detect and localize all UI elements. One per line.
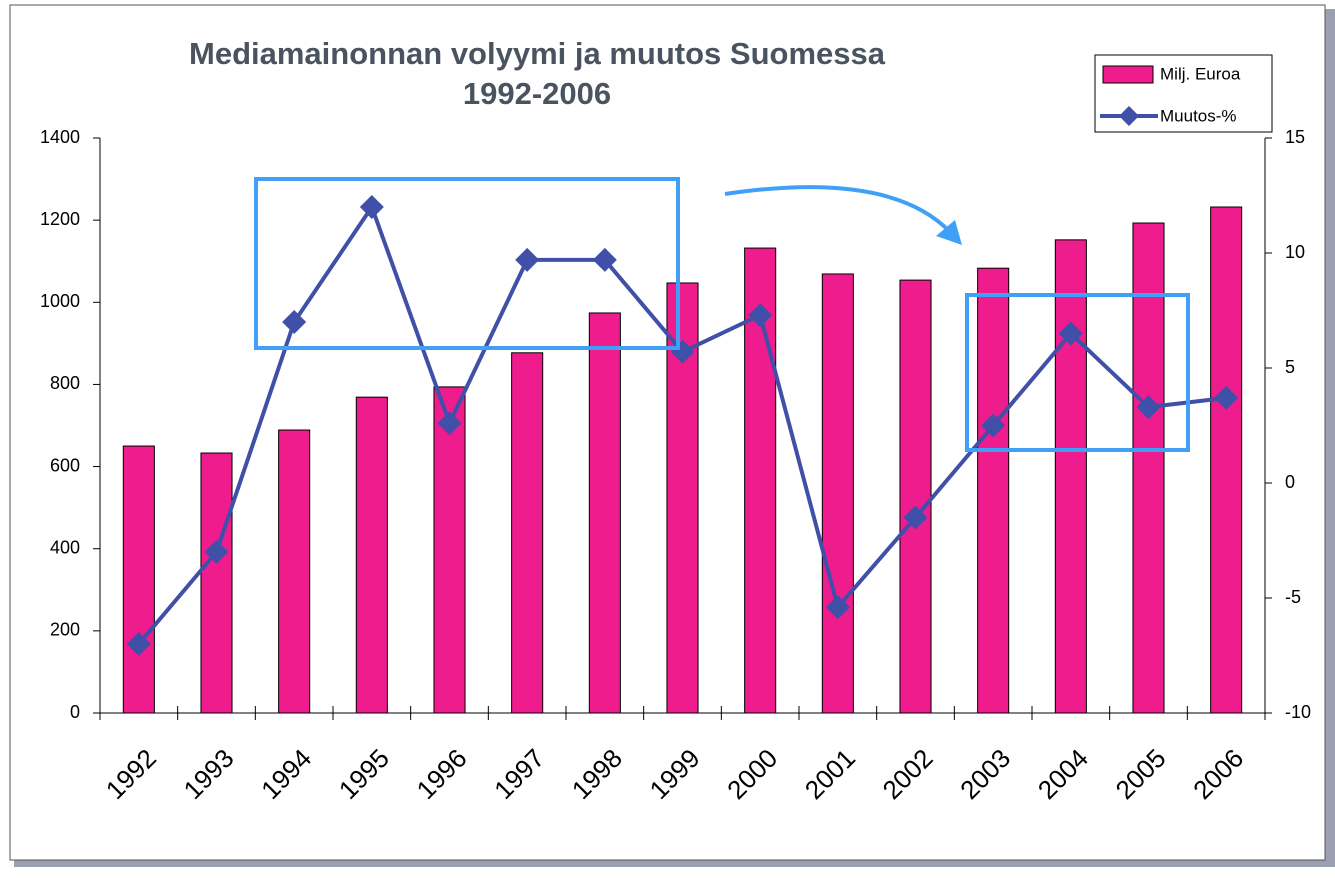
marker (981, 413, 1006, 438)
arrow-head (936, 220, 962, 245)
chart-title: Mediamainonnan volyymi ja muutos Suomess… (189, 36, 886, 71)
marker (437, 411, 462, 436)
legend-label: Muutos-% (1160, 106, 1237, 125)
marker (359, 195, 384, 219)
y2-tick-label: -5 (1285, 587, 1301, 607)
legend-swatch (1102, 65, 1154, 84)
marker (1214, 385, 1239, 410)
bar (744, 247, 777, 714)
marker (204, 540, 229, 564)
legend-swatch (1119, 106, 1139, 126)
marker (1136, 395, 1161, 420)
arrow (724, 185, 952, 234)
bar (511, 352, 544, 714)
bar (1132, 222, 1165, 714)
bar (1210, 206, 1243, 714)
y-tick-label: 400 (50, 537, 80, 557)
chart-subtitle: 1992-2006 (463, 76, 611, 111)
bar (200, 452, 233, 714)
bar (821, 273, 854, 714)
bar (588, 312, 621, 714)
y2-tick-label: 0 (1285, 472, 1295, 492)
y-tick-label: 800 (50, 373, 80, 393)
y-tick-label: 600 (50, 455, 80, 475)
marker (282, 310, 307, 334)
y2-tick-label: 5 (1285, 357, 1295, 377)
y2-tick-label: -10 (1285, 702, 1311, 722)
bar (122, 445, 155, 714)
bar (1054, 239, 1087, 714)
highlight-box (965, 293, 1190, 452)
marker (126, 632, 151, 656)
y-tick-label: 200 (50, 620, 80, 640)
y2-tick-label: 10 (1285, 242, 1305, 262)
marker (748, 303, 773, 328)
plot: 0200400600800100012001400-10-50510151992… (40, 127, 1311, 805)
bar (899, 279, 932, 714)
marker (825, 595, 850, 620)
marker (592, 247, 617, 272)
y-tick-label: 1200 (40, 209, 80, 229)
highlight-box (254, 177, 680, 350)
bar (278, 429, 311, 714)
legend-label: Milj. Euroa (1160, 64, 1241, 83)
marker (903, 505, 928, 530)
bar (977, 267, 1010, 714)
bar (355, 396, 388, 714)
marker (1058, 321, 1083, 346)
y-tick-label: 0 (70, 702, 80, 722)
y2-tick-label: 15 (1285, 127, 1305, 147)
bar (433, 386, 466, 714)
marker (515, 247, 540, 272)
y-tick-label: 1000 (40, 291, 80, 311)
y-tick-label: 1400 (40, 127, 80, 147)
